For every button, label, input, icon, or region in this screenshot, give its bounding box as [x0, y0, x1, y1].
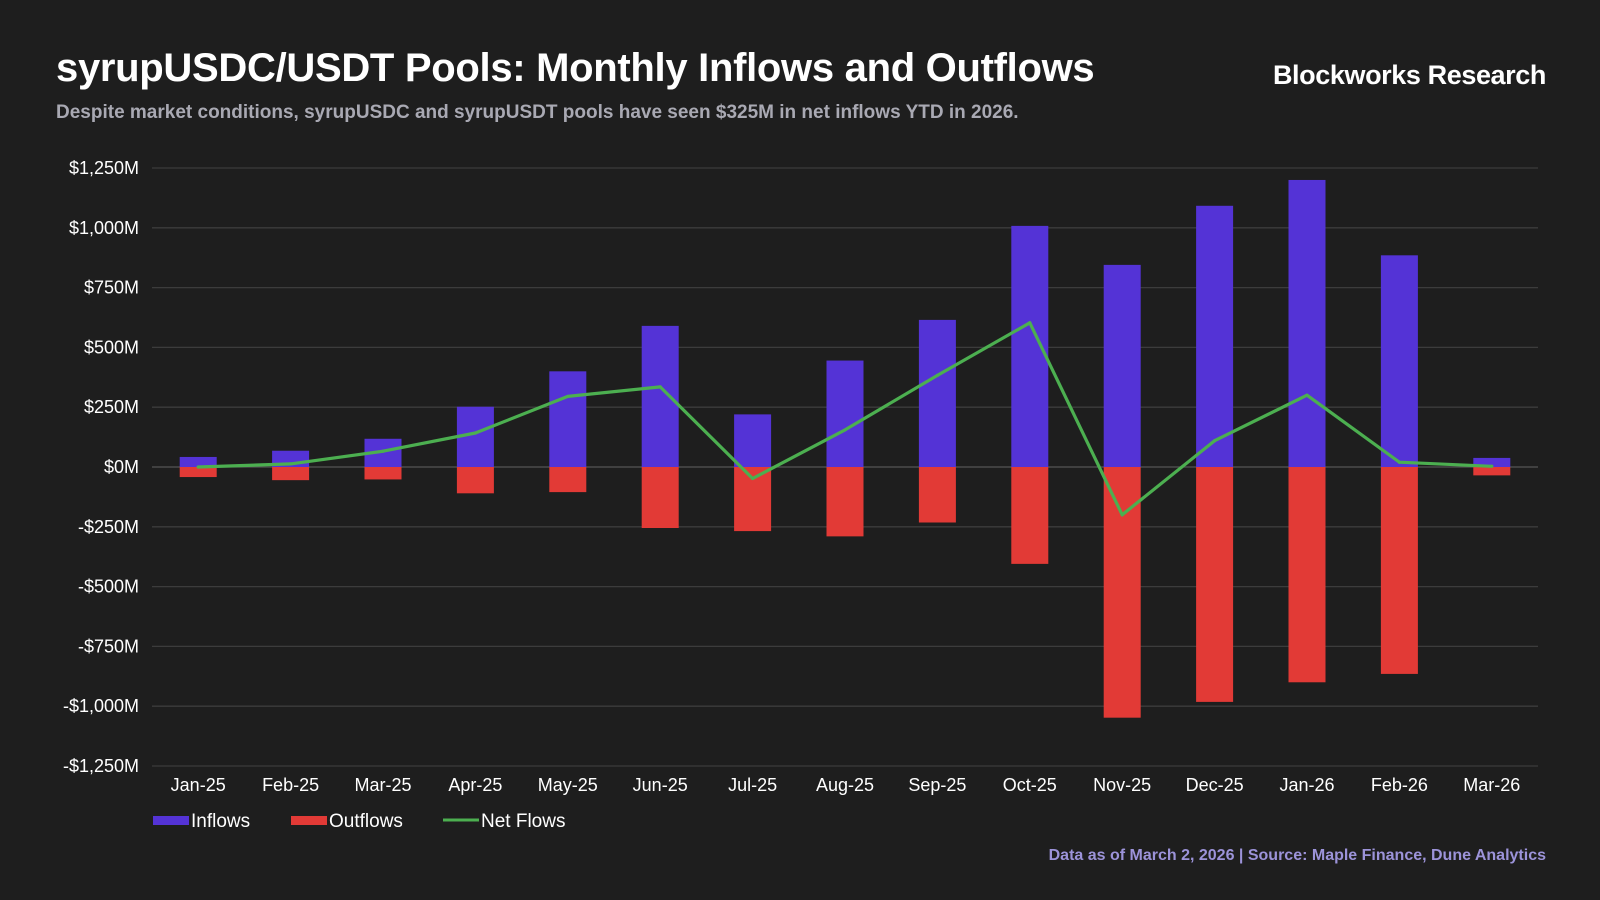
net-flows-point — [566, 394, 570, 399]
net-flows-point — [751, 476, 755, 481]
outflow-bar — [456, 467, 494, 494]
y-tick-label: -$750M — [78, 636, 139, 656]
inflow-bar — [1196, 205, 1234, 468]
inflow-bar — [1103, 264, 1141, 467]
x-tick-label: Sep-25 — [908, 775, 966, 795]
net-flows-point — [658, 385, 662, 389]
net-flows-point — [1305, 393, 1309, 397]
net-flows-point — [1120, 513, 1124, 517]
net-flows-point — [1397, 460, 1401, 464]
outflow-bar — [1288, 467, 1326, 683]
net-flows-point — [381, 449, 385, 453]
inflow-bar — [1473, 457, 1511, 467]
outflow-bar — [364, 467, 402, 480]
outflow-bar — [826, 467, 864, 537]
y-tick-label: $0M — [104, 457, 139, 477]
legend-swatch-inflows — [153, 816, 189, 825]
inflow-bar — [734, 414, 772, 467]
net-flows-point — [1490, 464, 1494, 468]
net-flows-point — [1213, 439, 1217, 443]
inflow-bar — [179, 456, 217, 467]
x-tick-label: Jun-25 — [633, 775, 688, 795]
y-tick-label: $1,000M — [69, 218, 139, 238]
x-tick-label: Feb-26 — [1371, 775, 1428, 795]
y-tick-label: $250M — [84, 397, 139, 417]
outflow-bar — [918, 467, 956, 523]
x-tick-label: Feb-25 — [262, 775, 319, 795]
chart-title: syrupUSDC/USDT Pools: Monthly Inflows an… — [56, 46, 1095, 90]
x-tick-label: Dec-25 — [1186, 775, 1244, 795]
x-tick-label: Mar-26 — [1463, 775, 1520, 795]
y-tick-label: $1,250M — [69, 158, 139, 178]
net-flows-line-group — [196, 321, 1494, 517]
inflow-bar — [549, 371, 587, 467]
source-footnote: Data as of March 2, 2026 | Source: Maple… — [1048, 847, 1546, 864]
net-flows-point — [196, 465, 200, 469]
net-flows-point — [289, 462, 293, 466]
y-axis-tick-labels: $1,250M $1,000M $750M $500M $250M $0M -$250M -$… — [63, 158, 139, 776]
x-tick-label: Mar-25 — [354, 775, 411, 795]
x-tick-label: Apr-25 — [448, 775, 502, 795]
net-flows-point — [843, 428, 847, 432]
x-tick-label: May-25 — [538, 775, 598, 795]
outflow-bar — [549, 467, 587, 493]
outflow-bar — [1103, 467, 1141, 718]
x-tick-label: Oct-25 — [1003, 775, 1057, 795]
net-flows-point — [1028, 321, 1032, 325]
y-tick-label: -$1,000M — [63, 696, 139, 716]
inflow-bar — [918, 319, 956, 467]
x-tick-label: Jan-26 — [1279, 775, 1334, 795]
chart-subtitle: Despite market conditions, syrupUSDC and… — [56, 102, 1019, 123]
net-flows-point — [473, 431, 477, 435]
legend-label: Inflows — [191, 811, 250, 832]
y-tick-label: -$500M — [78, 577, 139, 597]
x-tick-label: Aug-25 — [816, 775, 874, 795]
outflow-bar — [1473, 467, 1511, 476]
outflow-bar — [272, 467, 310, 481]
legend-label: Outflows — [329, 811, 403, 832]
legend-swatch-outflows — [291, 816, 327, 825]
inflow-bar — [1288, 179, 1326, 467]
y-tick-label: $750M — [84, 278, 139, 298]
outflow-bar — [641, 467, 679, 528]
legend: Inflows Outflows Net Flows — [153, 811, 565, 832]
brand-logo-text: Blockworks Research — [1272, 60, 1546, 90]
outflow-bar — [1380, 467, 1418, 674]
x-tick-label: Jan-25 — [171, 775, 226, 795]
outflow-bar — [1196, 467, 1234, 702]
inflow-bar — [641, 325, 679, 467]
inflow-bar — [826, 360, 864, 467]
bars — [179, 179, 1511, 718]
x-tick-label: Jul-25 — [728, 775, 777, 795]
y-tick-label: -$250M — [78, 517, 139, 537]
x-axis-tick-labels: Jan-25 Feb-25 Mar-25 Apr-25 May-25 Jun-25 Jul-… — [171, 775, 1521, 795]
y-tick-label: -$1,250M — [63, 756, 139, 776]
y-tick-label: $500M — [84, 337, 139, 357]
net-flows-point — [935, 373, 940, 377]
outflow-bar — [179, 467, 217, 478]
outflow-bar — [1011, 467, 1049, 564]
x-tick-label: Nov-25 — [1093, 775, 1151, 795]
legend-label: Net Flows — [481, 811, 565, 832]
inflow-bar — [1380, 255, 1418, 467]
